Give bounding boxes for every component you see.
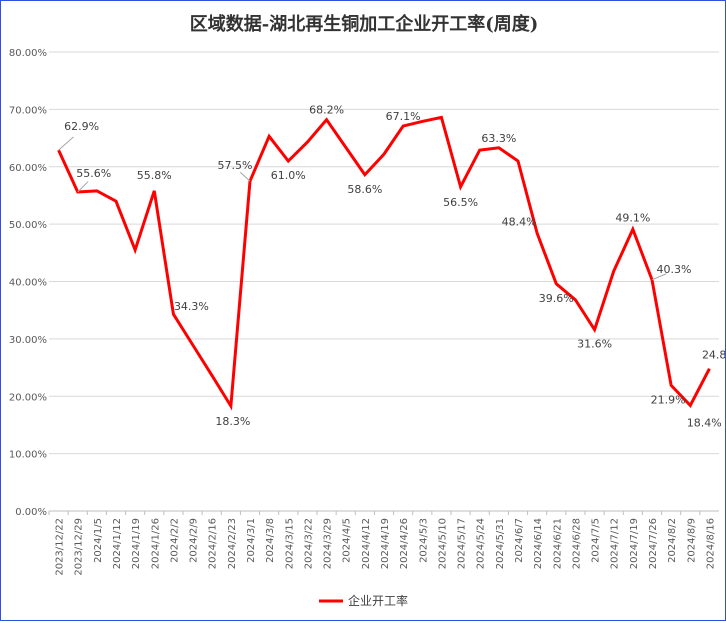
x-tick-label: 2024/8/16 — [705, 518, 716, 569]
x-tick-label: 2024/3/8 — [265, 518, 276, 563]
data-label: 61.0% — [271, 169, 306, 182]
leader-line — [651, 273, 667, 281]
x-tick-label: 2024/1/12 — [112, 518, 123, 569]
y-tick-label: 40.00% — [9, 278, 47, 289]
x-tick-label: 2024/6/14 — [533, 518, 544, 569]
x-tick-label: 2024/4/5 — [342, 518, 353, 563]
y-tick-label: 60.00% — [9, 163, 47, 174]
x-tick-label: 2024/2/16 — [208, 518, 219, 569]
leader-line — [239, 171, 251, 182]
legend: 企业开工率 — [319, 593, 408, 608]
x-tick-label: 2024/6/7 — [514, 518, 525, 563]
y-tick-label: 10.00% — [9, 450, 47, 461]
data-label: 18.3% — [215, 415, 250, 428]
data-label: 57.5% — [218, 159, 253, 172]
x-tick-label: 2023/12/22 — [55, 518, 66, 576]
data-label: 63.3% — [481, 132, 516, 145]
x-tick-label: 2024/5/10 — [437, 518, 448, 569]
data-label: 40.3% — [657, 263, 692, 276]
x-tick-label: 2024/4/19 — [380, 518, 391, 569]
chart-title: 区域数据-湖北再生铜加工企业开工率(周度) — [190, 13, 539, 35]
data-label: 21.9% — [651, 393, 686, 406]
data-label: 55.8% — [137, 169, 172, 182]
x-tick-label: 2024/4/26 — [399, 518, 410, 569]
data-label: 67.1% — [386, 110, 421, 123]
data-label: 34.3% — [174, 300, 209, 313]
legend-label: 企业开工率 — [348, 593, 408, 608]
data-label: 39.6% — [539, 292, 574, 305]
data-label: 31.6% — [577, 338, 612, 351]
x-tick-label: 2024/7/12 — [610, 518, 621, 569]
data-label: 18.4% — [687, 416, 722, 429]
x-tick-label: 2024/3/29 — [323, 518, 334, 569]
leader-line — [77, 181, 89, 193]
data-label: 56.5% — [443, 196, 478, 209]
x-tick-label: 2024/1/5 — [93, 518, 104, 563]
x-tick-label: 2024/6/28 — [571, 518, 582, 569]
data-label: 24.8% — [702, 349, 726, 362]
data-label: 62.9% — [64, 120, 99, 133]
x-tick-label: 2024/5/17 — [457, 518, 468, 569]
x-tick-label: 2024/2/23 — [227, 518, 238, 569]
leader-line — [58, 136, 74, 151]
x-tick-label: 2024/8/9 — [686, 518, 697, 563]
x-tick-label: 2024/7/5 — [591, 518, 602, 563]
data-label: 48.4% — [502, 215, 537, 228]
x-tick-label: 2024/2/2 — [169, 518, 180, 563]
x-tick-label: 2024/5/3 — [418, 518, 429, 563]
y-tick-label: 30.00% — [9, 335, 47, 346]
x-tick-label: 2024/1/19 — [131, 518, 142, 569]
data-label: 55.6% — [76, 167, 111, 180]
x-tick-label: 2024/1/26 — [150, 518, 161, 569]
data-label: 68.2% — [309, 104, 344, 117]
series-line — [57, 115, 711, 411]
x-tick-label: 2024/5/31 — [495, 518, 506, 569]
x-tick-label: 2024/7/26 — [648, 518, 659, 569]
y-tick-label: 70.00% — [9, 105, 47, 116]
x-tick-label: 2023/12/29 — [74, 518, 85, 576]
x-tick-label: 2024/7/19 — [629, 518, 640, 569]
y-tick-label: 0.00% — [15, 507, 47, 518]
data-label: 49.1% — [615, 211, 650, 224]
x-tick-label: 2024/6/21 — [552, 518, 563, 569]
x-tick-label: 2024/2/9 — [189, 518, 200, 563]
y-tick-label: 50.00% — [9, 220, 47, 231]
x-tick-label: 2024/8/2 — [667, 518, 678, 563]
y-tick-label: 80.00% — [9, 48, 47, 59]
x-tick-label: 2024/3/22 — [303, 518, 314, 569]
x-tick-label: 2024/5/24 — [476, 518, 487, 569]
x-tick-label: 2024/3/15 — [284, 518, 295, 569]
data-label: 58.6% — [347, 183, 382, 196]
x-tick-label: 2024/4/12 — [361, 518, 372, 569]
x-tick-label: 2024/3/1 — [246, 518, 257, 563]
y-tick-label: 20.00% — [9, 392, 47, 403]
